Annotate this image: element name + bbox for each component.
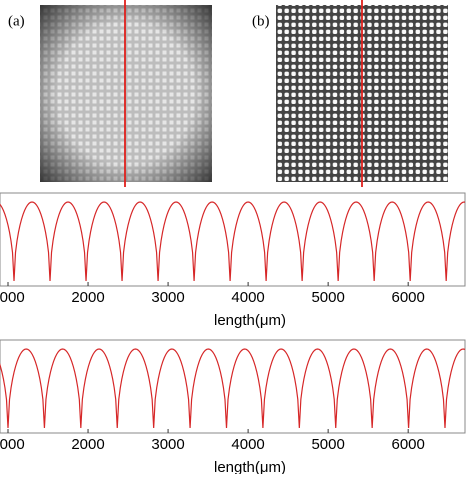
x-tick-label: 3000 [151,289,184,306]
profile-line [0,348,465,429]
x-tick-label: 5000 [311,289,344,306]
panel-label: (b) [252,13,270,29]
x-tick-label: 4000 [231,436,264,453]
profile-line [0,201,465,282]
x-tick-label: 5000 [311,436,344,453]
x-axis-label: length(μm) [214,459,286,474]
x-tick-label: 2000 [71,436,104,453]
panel-label: (a) [8,13,25,29]
vignette [40,5,212,182]
x-tick-label: 4000 [231,289,264,306]
axes-box [0,339,466,434]
x-tick-label: 6000 [391,436,424,453]
axes-box [0,192,466,287]
x-tick-label: 1000 [0,436,25,453]
x-tick-label: 1000 [0,289,25,306]
x-tick-label: 2000 [71,289,104,306]
x-tick-label: 3000 [151,436,184,453]
x-axis-label: length(μm) [214,312,286,329]
x-tick-label: 6000 [391,289,424,306]
